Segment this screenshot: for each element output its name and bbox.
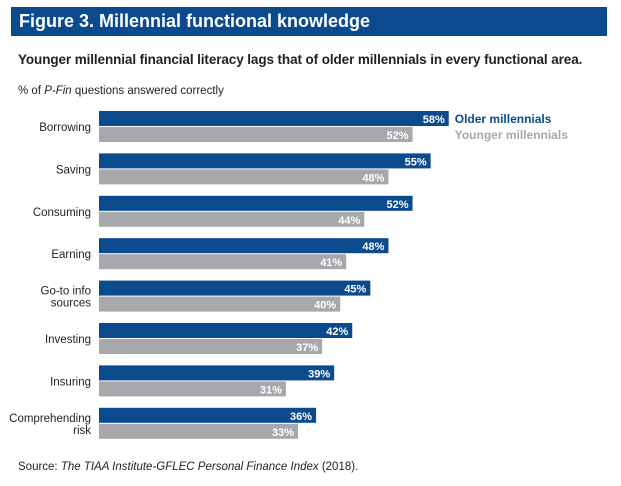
bar-older-2 [99,195,413,211]
legend-younger: Younger millennials [455,128,568,142]
category-label-3: Earning [51,249,91,261]
bar-younger-1 [99,169,389,185]
value-label-younger-7: 33% [272,427,294,439]
value-label-younger-2: 44% [338,215,360,227]
bar-younger-0 [99,127,413,142]
category-label-7-line-1: risk [73,425,91,437]
value-label-older-1: 55% [405,156,427,168]
chart-subtitle: Younger millennial financial literacy la… [18,52,583,67]
category-label-5: Investing [45,334,91,346]
category-label-4-line-0: Go-to info [41,286,92,298]
bar-older-1 [99,153,431,169]
source-prefix: Source: [18,461,61,473]
figure-title: Figure 3. Millennial functional knowledg… [19,11,371,31]
figure-title-bar: Figure 3. Millennial functional knowledg… [11,7,607,36]
bar-younger-6 [99,381,286,397]
value-label-older-2: 52% [387,199,409,211]
value-label-older-7: 36% [290,411,312,423]
value-label-younger-4: 40% [314,300,336,312]
bar-younger-4 [99,296,341,312]
value-axis-label-italic: P-Fin [44,85,72,97]
bar-younger-3 [99,254,347,270]
bar-younger-7 [99,423,298,439]
category-label-2: Consuming [33,207,91,219]
category-label-7-line-0: Comprehending [9,413,91,425]
value-label-younger-5: 37% [296,342,318,354]
value-label-younger-3: 41% [320,257,342,269]
value-label-younger-6: 31% [260,384,282,396]
category-label-6: Insuring [50,376,91,388]
bar-younger-5 [99,339,323,354]
value-label-older-4: 45% [344,284,366,296]
value-label-younger-1: 48% [362,172,384,184]
value-label-older-0: 58% [423,114,445,126]
bar-older-0 [99,111,449,126]
bar-older-4 [99,280,371,296]
value-label-older-5: 42% [326,326,348,338]
category-label-0: Borrowing [39,122,91,134]
bar-older-3 [99,238,389,254]
legend-older: Older millennials [455,112,552,126]
source-suffix: (2018). [318,461,359,473]
value-label-older-3: 48% [362,241,384,253]
category-label-4-line-1: sources [51,298,92,310]
bar-younger-2 [99,211,365,227]
bar-older-6 [99,365,335,381]
bar-older-5 [99,323,353,338]
bar-older-7 [99,407,317,423]
source-title: The TIAA Institute-GFLEC Personal Financ… [60,461,319,473]
value-axis-label-prefix: % of [18,85,45,97]
category-label-1: Saving [56,164,91,176]
value-label-older-6: 39% [308,368,330,380]
source-note: Source: The TIAA Institute-GFLEC Persona… [18,461,358,473]
value-label-younger-0: 52% [387,130,409,142]
value-axis-label-suffix: questions answered correctly [71,85,224,97]
value-axis-label: % of P-Fin questions answered correctly [18,85,224,97]
